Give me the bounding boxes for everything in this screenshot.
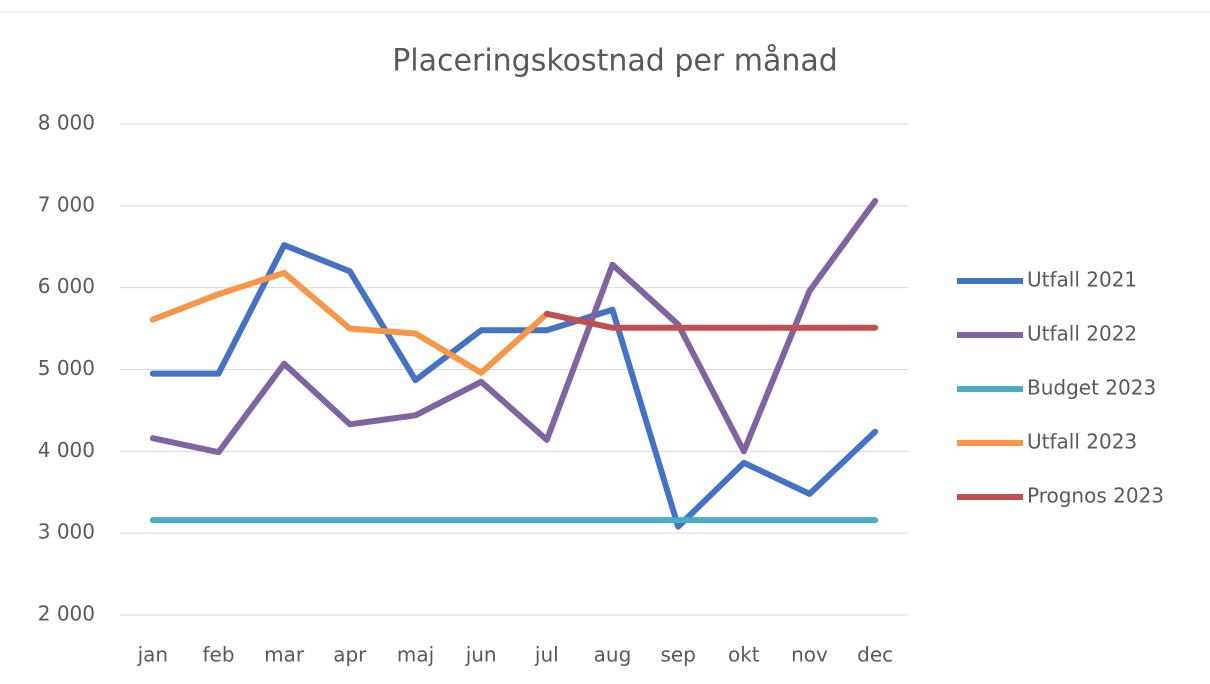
y-tick-label: 8 000 — [38, 111, 95, 135]
line-series — [149, 269, 550, 376]
x-tick-label: dec — [857, 643, 893, 667]
x-tick-label: jun — [465, 643, 497, 667]
legend-label: Budget 2023 — [1027, 376, 1156, 400]
x-tick-label: aug — [594, 643, 632, 667]
x-tick-label: okt — [728, 643, 760, 667]
y-tick-label: 4 000 — [38, 438, 95, 462]
x-tick-label: mar — [264, 643, 305, 667]
x-tick-label: jul — [534, 643, 559, 667]
legend-label: Prognos 2023 — [1027, 484, 1164, 508]
line-series — [149, 197, 879, 456]
x-tick-label: feb — [202, 643, 234, 667]
y-tick-label: 5 000 — [38, 356, 95, 380]
y-tick-label: 7 000 — [38, 192, 95, 216]
chart-title: Placeringskostnad per månad — [392, 44, 838, 79]
y-tick-label: 2 000 — [38, 602, 95, 626]
y-tick-label: 6 000 — [38, 274, 95, 298]
line-series — [149, 242, 879, 530]
x-tick-label: apr — [333, 643, 367, 667]
legend-label: Utfall 2022 — [1027, 322, 1137, 346]
x-tick-label: nov — [791, 643, 828, 667]
x-tick-label: maj — [397, 643, 434, 667]
y-tick-label: 3 000 — [38, 520, 95, 544]
x-tick-label: jan — [137, 643, 169, 667]
legend-label: Utfall 2021 — [1027, 268, 1137, 292]
line-series — [543, 310, 879, 331]
legend-label: Utfall 2023 — [1027, 430, 1137, 454]
x-tick-label: sep — [660, 643, 695, 667]
